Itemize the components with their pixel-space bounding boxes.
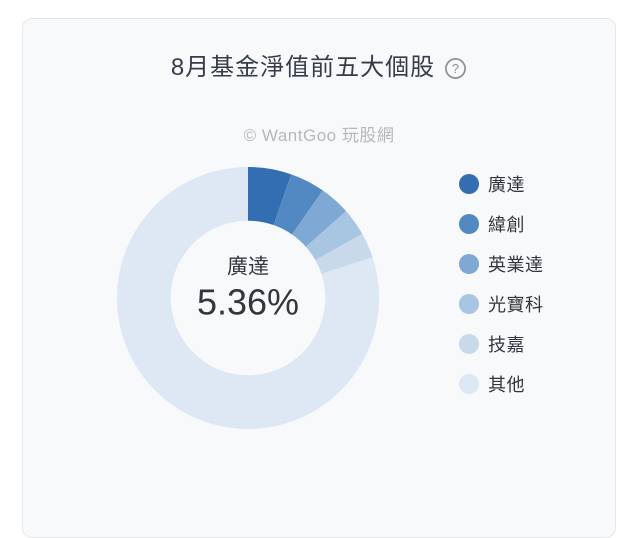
- legend-dot: [459, 214, 479, 234]
- legend-item[interactable]: 其他: [459, 364, 544, 404]
- fund-holdings-card: 8月基金淨值前五大個股 ? © WantGoo 玩股網 廣達 5.36% 廣達 …: [22, 18, 616, 538]
- donut-slice-1[interactable]: [248, 167, 292, 226]
- legend-dot: [459, 294, 479, 314]
- page-title: 8月基金淨值前五大個股: [170, 54, 436, 81]
- legend-label: 緯創: [488, 215, 525, 235]
- donut-slice-3[interactable]: [292, 190, 347, 247]
- svg-text:?: ?: [452, 61, 459, 76]
- donut-slice-2[interactable]: [273, 174, 323, 235]
- legend-item[interactable]: 緯創: [459, 204, 544, 244]
- legend-label: 廣達: [488, 175, 525, 195]
- legend-label: 英業達: [488, 255, 544, 275]
- donut-slice-5[interactable]: [315, 233, 373, 274]
- legend-item[interactable]: 光寶科: [459, 284, 544, 324]
- legend-label: 其他: [488, 375, 525, 395]
- legend-dot: [459, 374, 479, 394]
- donut-chart-svg[interactable]: [113, 163, 383, 433]
- legend-dot: [459, 334, 479, 354]
- donut-slice-6[interactable]: [117, 167, 380, 429]
- donut-chart[interactable]: 廣達 5.36%: [113, 163, 383, 433]
- question-mark-circle-icon[interactable]: ?: [444, 57, 467, 80]
- legend-item[interactable]: 技嘉: [459, 324, 544, 364]
- watermark: © WantGoo 玩股網: [243, 126, 395, 145]
- legend-label: 光寶科: [488, 295, 544, 315]
- legend-item[interactable]: 廣達: [459, 164, 544, 204]
- chart-legend: 廣達 緯創 英業達 光寶科 技嘉 其他: [459, 164, 544, 404]
- card-header: 8月基金淨值前五大個股 ?: [23, 54, 615, 81]
- legend-label: 技嘉: [488, 335, 525, 355]
- donut-slice-4[interactable]: [305, 211, 363, 261]
- legend-item[interactable]: 英業達: [459, 244, 544, 284]
- legend-dot: [459, 174, 479, 194]
- legend-dot: [459, 254, 479, 274]
